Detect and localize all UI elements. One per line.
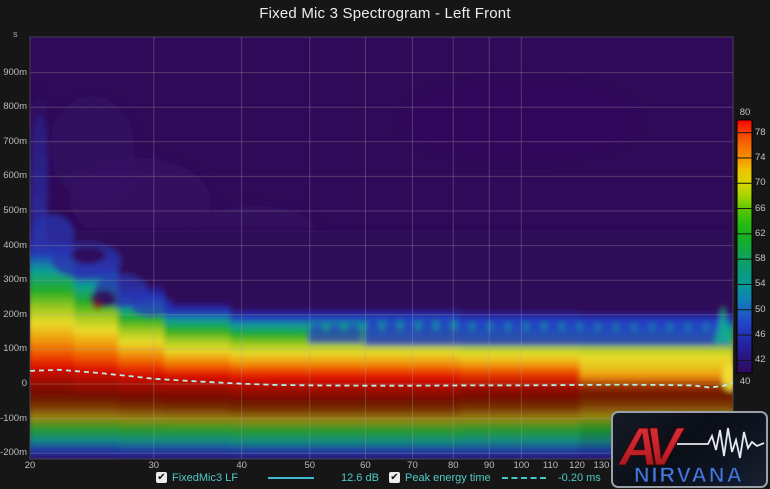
x-tick-label: 60 [360, 460, 371, 471]
colorbar-min-label: 40 [739, 376, 751, 387]
y-tick-label: 500m [3, 205, 27, 216]
trace-line-sample [268, 477, 314, 479]
colorbar-tick-label: 58 [755, 253, 766, 265]
band-top-striations [308, 324, 362, 344]
y-tick-label: 0 [21, 378, 27, 389]
peak-energy-time-line [30, 368, 733, 389]
spectrogram-field [30, 37, 733, 459]
peak-checkbox[interactable]: ✔ [389, 472, 400, 483]
av-nirvana-logo: AV NIRVANA [611, 411, 768, 488]
trace-label: FixedMic3 LF [172, 472, 239, 484]
colorbar-max-label: 80 [739, 107, 751, 118]
colorbar-tick-label: 74 [755, 151, 766, 163]
y-tick-label: -200m [0, 447, 27, 459]
peak-line-sample [502, 477, 546, 479]
colorbar-tick-label: 70 [755, 177, 766, 189]
x-tick-label: 120 [569, 460, 585, 471]
y-tick-label: 800m [3, 101, 27, 113]
colorbar-tick-label: 54 [755, 278, 766, 290]
x-tick-label: 70 [407, 460, 418, 471]
logo-nirvana-text: NIRVANA [634, 463, 744, 486]
y-tick-label: 300m [3, 274, 27, 286]
x-tick-label: 130 [593, 460, 610, 471]
av-nirvana-logo-art: AV NIRVANA [617, 417, 765, 486]
x-tick-label: 90 [483, 460, 495, 471]
trace-value: 12.6 dB [341, 472, 379, 484]
y-tick-label: 400m [3, 239, 27, 251]
logo-waveform [677, 427, 765, 459]
x-tick-label: 30 [148, 460, 160, 471]
colorbar-tick-label: 78 [755, 126, 766, 138]
x-tick-label: 40 [236, 460, 247, 471]
colorbar-tick-label: 50 [755, 303, 766, 315]
y-axis-unit: s [13, 29, 18, 39]
y-tick-label: 700m [3, 135, 27, 147]
x-tick-label: 20 [24, 460, 36, 471]
colorbar-tick-label: 46 [755, 329, 766, 341]
colorbar-tick-label: 62 [755, 227, 766, 239]
trace-checkbox[interactable]: ✔ [156, 472, 167, 483]
peak-value: -0.20 ms [558, 472, 601, 484]
y-tick-label: 900m [3, 66, 27, 78]
x-tick-label: 80 [447, 460, 459, 471]
x-tick-label: 50 [304, 460, 316, 471]
y-tick-label: 100m [3, 343, 27, 355]
x-tick-label: 100 [513, 460, 530, 471]
plot-area[interactable] [30, 37, 733, 459]
x-tick-label: 110 [542, 460, 559, 471]
colorbar-tick-label: 42 [755, 354, 766, 366]
y-tick-label: 200m [3, 308, 27, 320]
page-title: Fixed Mic 3 Spectrogram - Left Front [259, 5, 511, 22]
y-tick-label: -100m [0, 412, 27, 424]
colorbar-tick-label: 66 [755, 202, 766, 214]
plot-border [29, 36, 734, 460]
peak-label: Peak energy time [405, 472, 491, 484]
energy-band [30, 85, 733, 459]
colorbar [736, 119, 753, 374]
y-tick-label: 600m [3, 170, 27, 182]
